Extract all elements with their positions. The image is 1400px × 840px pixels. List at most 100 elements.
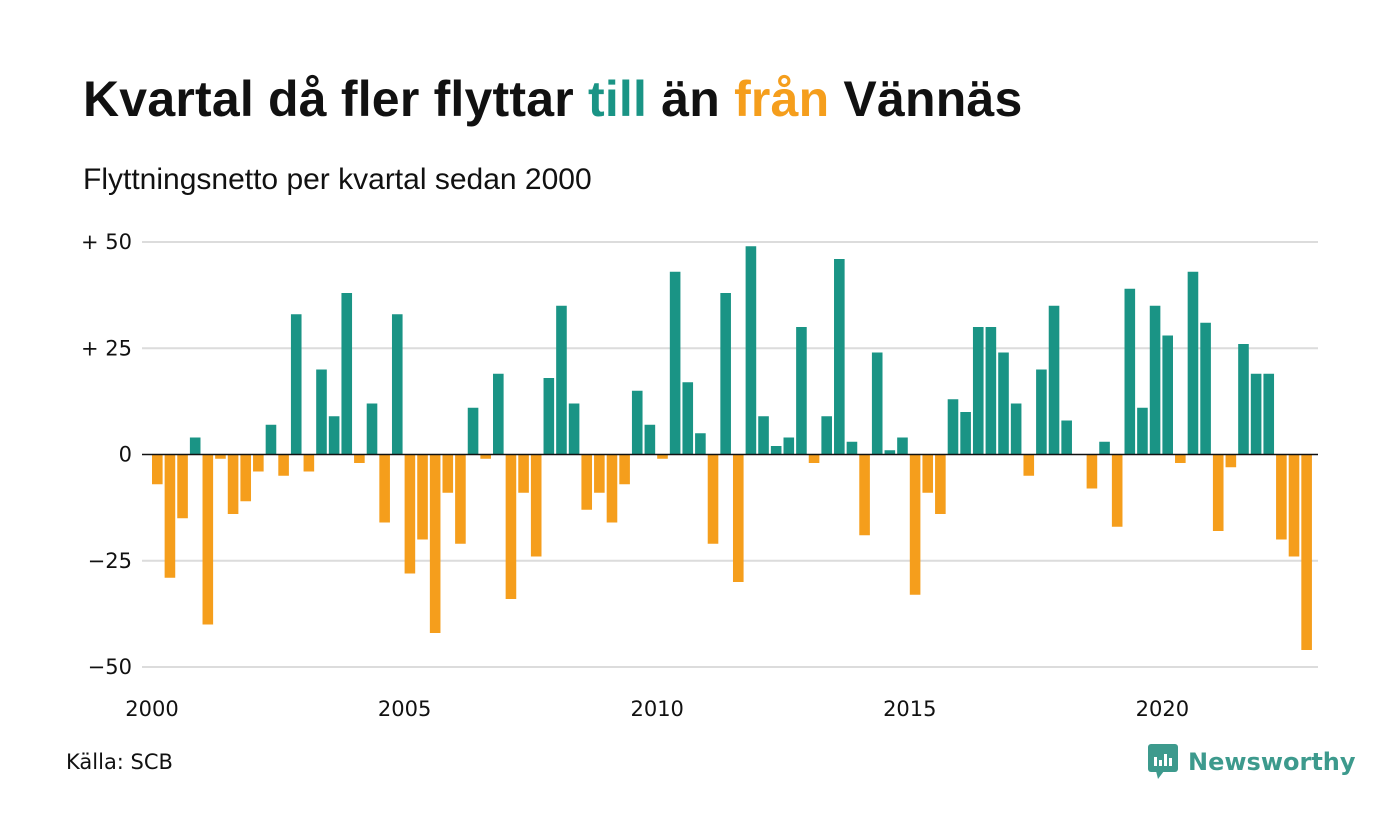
- bar: [783, 437, 795, 455]
- bar: [1187, 271, 1199, 455]
- bar: [455, 454, 466, 544]
- title-fran: från: [734, 71, 830, 127]
- bar: [1301, 454, 1312, 650]
- bar: [1023, 454, 1035, 476]
- bar: [1086, 454, 1098, 489]
- bar: [568, 403, 580, 455]
- bar: [1225, 454, 1237, 468]
- bar: [581, 454, 593, 510]
- x-axis-labels: 2000 2005 2010 2015 2020: [125, 697, 1189, 721]
- bar: [1162, 335, 1173, 455]
- bar: [177, 454, 188, 519]
- brand-name: Newsworthy: [1188, 748, 1356, 776]
- bar: [669, 271, 681, 455]
- bar: [429, 454, 441, 633]
- bar: [1036, 369, 1047, 455]
- bar: [227, 454, 239, 514]
- bar: [657, 454, 668, 459]
- bar: [808, 454, 820, 463]
- bar: [821, 416, 832, 455]
- bar: [202, 454, 214, 625]
- bar: [354, 454, 365, 463]
- chart-title: Kvartal då fler flyttar till än från Vän…: [83, 70, 1022, 128]
- bar: [1149, 305, 1161, 455]
- bar: [215, 454, 226, 459]
- newsworthy-logo-icon: [1148, 744, 1178, 779]
- bar: [1010, 403, 1022, 455]
- bar: [417, 454, 428, 540]
- bar: [556, 305, 567, 455]
- y-tick-label: + 50: [81, 230, 132, 254]
- bar: [253, 454, 264, 472]
- bar: [1238, 344, 1249, 455]
- bar: [1212, 454, 1224, 531]
- bar: [1175, 454, 1186, 463]
- bar: [960, 412, 971, 455]
- bar: [998, 352, 1009, 455]
- bar: [1099, 441, 1110, 455]
- bar: [303, 454, 315, 472]
- bar: [1263, 373, 1275, 455]
- bar: [530, 454, 542, 557]
- bar: [1276, 454, 1287, 540]
- bar: [1200, 322, 1211, 455]
- bar: [796, 327, 807, 455]
- bar: [606, 454, 618, 523]
- bar: [594, 454, 605, 493]
- bar: [240, 454, 252, 502]
- bar: [707, 454, 719, 544]
- x-tick-label: 2005: [378, 697, 431, 721]
- title-part-3: Vännäs: [829, 71, 1023, 127]
- bars: [152, 246, 1312, 650]
- bar: [897, 437, 908, 455]
- x-tick-label: 2015: [883, 697, 936, 721]
- y-axis-labels: + 50 + 25 0 −25 −50: [81, 230, 132, 679]
- bar: [1124, 288, 1136, 455]
- bar: [518, 454, 529, 493]
- bar: [631, 390, 643, 455]
- bar: [682, 382, 694, 455]
- bar: [644, 424, 656, 455]
- y-tick-label: −25: [88, 549, 132, 573]
- bar: [543, 378, 555, 455]
- x-tick-label: 2020: [1136, 697, 1189, 721]
- y-tick-label: −50: [88, 655, 132, 679]
- bar: [404, 454, 416, 574]
- bar: [720, 293, 731, 455]
- bar: [328, 416, 340, 455]
- bar: [834, 259, 845, 455]
- title-part-1: Kvartal då fler flyttar: [83, 71, 588, 127]
- bar: [758, 416, 769, 455]
- bar: [1111, 454, 1123, 527]
- y-tick-label: 0: [119, 443, 132, 467]
- bar: [1288, 454, 1300, 557]
- bar: [972, 327, 984, 455]
- bar: [493, 373, 504, 455]
- bar: [909, 454, 921, 595]
- bar: [278, 454, 289, 476]
- bar: [884, 450, 896, 455]
- bar: [316, 369, 327, 455]
- bar: [164, 454, 176, 578]
- source-note: Källa: SCB: [66, 750, 173, 774]
- bar: [467, 407, 479, 455]
- bar: [1137, 407, 1148, 455]
- chart-subtitle: Flyttningsnetto per kvartal sedan 2000: [83, 163, 592, 196]
- bar: [189, 437, 201, 455]
- bar: [871, 352, 883, 455]
- bar: [985, 327, 997, 455]
- bar: [732, 454, 744, 582]
- bar: [480, 454, 491, 459]
- bar: [1061, 420, 1072, 455]
- bar: [770, 446, 782, 455]
- y-tick-label: + 25: [81, 336, 132, 360]
- bar: [745, 246, 757, 455]
- bar: [922, 454, 934, 493]
- brand-logo: Newsworthy: [1148, 744, 1356, 780]
- bar: [290, 314, 302, 455]
- bar: [265, 424, 277, 455]
- bar: [341, 293, 353, 455]
- bar: [442, 454, 454, 493]
- title-till: till: [587, 71, 648, 127]
- bar: [505, 454, 517, 599]
